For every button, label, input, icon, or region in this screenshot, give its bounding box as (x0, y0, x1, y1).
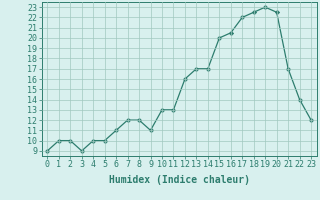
X-axis label: Humidex (Indice chaleur): Humidex (Indice chaleur) (109, 175, 250, 185)
